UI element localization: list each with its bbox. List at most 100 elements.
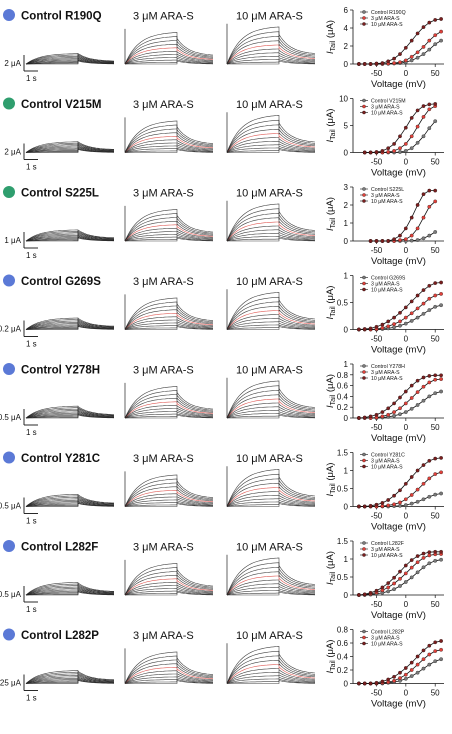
scale-bar: 0.25 μA 1 s (0, 674, 38, 703)
data-point (427, 204, 432, 209)
current-trace (124, 679, 213, 684)
x-tick-label: 50 (431, 689, 440, 698)
condition-header-10um: 10 μM ARA-S (236, 542, 303, 554)
x-tick-label: 0 (404, 69, 409, 78)
current-trace (124, 482, 214, 507)
current-trace (124, 313, 214, 330)
current-trace (125, 680, 214, 684)
data-point (427, 643, 432, 648)
panel-row: Control V215M 3 μM ARA-S 10 μM ARA-S2 μA1 … (3, 95, 444, 179)
data-point (409, 558, 414, 562)
x-tick-label: -50 (371, 512, 383, 521)
current-traces (124, 28, 214, 65)
condition-header-10um: 10 μM ARA-S (236, 276, 303, 288)
current-trace (25, 143, 115, 153)
time-scale-label: 1 s (26, 340, 37, 349)
current-trace (125, 149, 214, 153)
current-trace (226, 575, 316, 596)
data-point (433, 377, 438, 382)
current-traces (124, 382, 214, 419)
y-axis-label-main: I (325, 582, 336, 585)
current-traces (25, 670, 115, 684)
current-trace (226, 322, 316, 330)
current-trace (124, 55, 213, 65)
legend-entry: Control R190Q (371, 10, 406, 16)
data-point (409, 396, 414, 400)
data-point (403, 571, 408, 576)
series (357, 557, 443, 597)
legend-marker (362, 110, 366, 115)
data-point (368, 150, 373, 155)
data-point (409, 565, 414, 570)
current-trace (25, 677, 114, 684)
current-trace (226, 676, 316, 684)
time-scale-label: 1 s (26, 163, 37, 172)
legend-entry: 10 μM ARA-S (371, 553, 403, 559)
current-trace (124, 146, 214, 153)
current-trace (124, 144, 213, 153)
data-point (403, 45, 408, 50)
current-trace (124, 57, 214, 65)
data-point (433, 281, 438, 285)
y-tick-label: 0.6 (337, 382, 349, 391)
data-point (415, 31, 420, 36)
mutant-marker-icon (3, 628, 15, 641)
data-point (439, 303, 443, 308)
data-point (386, 585, 391, 590)
current-trace (124, 316, 214, 330)
data-point (439, 549, 443, 554)
current-trace (25, 500, 114, 507)
current-traces (226, 200, 316, 242)
legend-entry: 3 μM ARA-S (371, 636, 400, 642)
mutant-label: Control R190Q (21, 11, 102, 23)
legend-marker (362, 629, 366, 634)
current-trace (25, 57, 115, 65)
current-trace (124, 232, 213, 242)
current-trace (25, 589, 114, 596)
legend-entry: 3 μM ARA-S (371, 547, 400, 553)
current-trace (25, 411, 114, 419)
legend-marker (362, 541, 366, 545)
data-point (409, 660, 414, 665)
iv-chart: 0 2 4 6 -50 0 50 Voltage (mV) ITail (μA) Control … (325, 6, 444, 90)
data-point (386, 589, 391, 594)
current-trace (124, 574, 214, 596)
current-trace (25, 53, 114, 65)
current-trace (124, 230, 214, 242)
y-axis-label: ITail (μA) (325, 374, 337, 408)
data-point (421, 648, 426, 653)
data-point (374, 412, 379, 417)
current-traces (226, 554, 316, 596)
current-trace (226, 305, 316, 330)
data-point (403, 125, 408, 130)
current-trace (226, 674, 316, 684)
legend-marker (362, 104, 366, 109)
current-trace (226, 380, 316, 419)
scale-bar: 2 μA 1 s (4, 55, 38, 83)
y-tick-label: 0.5 (337, 299, 349, 308)
data-point (427, 476, 432, 481)
x-tick-label: 50 (431, 69, 440, 78)
current-trace (124, 297, 214, 330)
data-point (403, 676, 408, 681)
current-traces (226, 377, 316, 419)
mutant-marker-icon (3, 186, 15, 198)
y-axis-label: ITail (μA) (325, 20, 337, 54)
current-trace (124, 139, 214, 153)
data-point (439, 373, 443, 378)
current-trace (226, 203, 316, 242)
current-trace (226, 124, 316, 153)
current-trace (25, 410, 114, 419)
data-point (403, 410, 408, 414)
current-trace (124, 651, 214, 684)
legend-marker (362, 98, 366, 103)
data-point (403, 58, 408, 63)
data-point (392, 413, 396, 418)
x-tick-label: -50 (371, 158, 383, 167)
data-point (433, 456, 438, 461)
current-trace (124, 319, 214, 330)
current-trace (25, 498, 115, 507)
data-point (368, 681, 373, 686)
data-point (427, 20, 432, 25)
data-point (374, 502, 379, 507)
